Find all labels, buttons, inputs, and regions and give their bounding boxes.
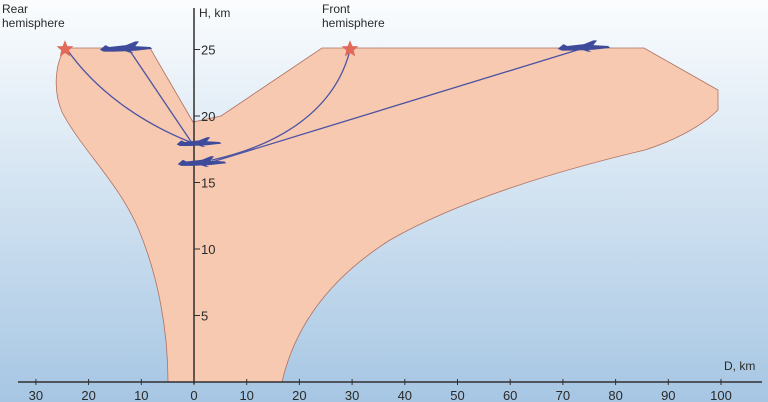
h-tick-label: 15 xyxy=(201,176,215,191)
h-tick-label: 10 xyxy=(201,242,215,257)
engagement-zone-area xyxy=(55,47,719,383)
front-hemisphere-label: Front hemisphere xyxy=(322,2,385,30)
d-front-tick-label: 60 xyxy=(503,388,517,402)
trajectory-front-1 xyxy=(211,49,351,161)
d-rear-tick-label: 20 xyxy=(81,388,95,402)
d-front-tick-label: 30 xyxy=(345,388,359,402)
h-tick-label: 25 xyxy=(201,43,215,58)
h-axis-title: H, km xyxy=(199,6,230,20)
rear-hemisphere-label: Rear hemisphere xyxy=(2,2,65,30)
d-rear-tick-label: 30 xyxy=(29,388,43,402)
d-front-tick-label: 70 xyxy=(556,388,570,402)
d-front-tick-label: 0 xyxy=(190,388,197,402)
d-front-tick-label: 50 xyxy=(450,388,464,402)
d-front-tick-label: 40 xyxy=(398,388,412,402)
d-front-tick-label: 90 xyxy=(661,388,675,402)
trajectory-front-2 xyxy=(211,47,585,163)
d-axis-title: D, km xyxy=(724,359,755,373)
trajectory-rear-2 xyxy=(127,47,195,147)
d-front-tick-label: 100 xyxy=(710,388,732,402)
d-rear-tick-label: 10 xyxy=(134,388,148,402)
h-axis-ticks: 25 20 15 10 5 xyxy=(194,43,215,324)
d-front-tick-label: 80 xyxy=(608,388,622,402)
d-front-tick-label: 20 xyxy=(292,388,306,402)
d-front-tick-label: 10 xyxy=(239,388,253,402)
trajectory-rear-1 xyxy=(65,47,191,143)
h-tick-label: 20 xyxy=(201,109,215,124)
h-tick-label: 5 xyxy=(201,309,208,324)
d-axis-ticks: 30 20 10 0 10 20 30 40 50 60 70 80 90 100 xyxy=(29,379,732,402)
